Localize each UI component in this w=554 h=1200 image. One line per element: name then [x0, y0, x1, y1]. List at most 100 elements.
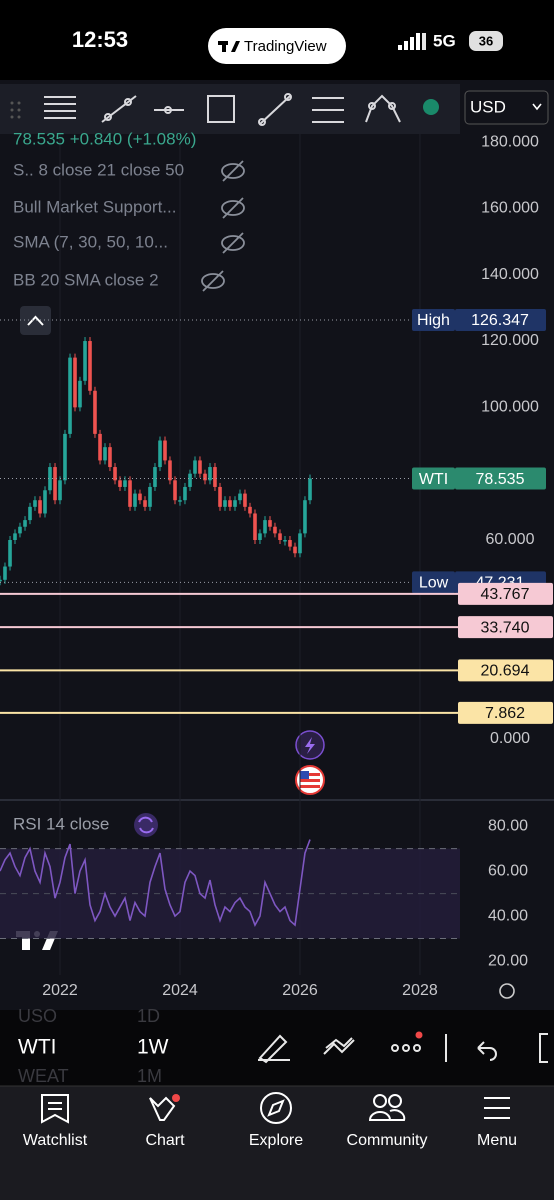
- time-axis: [0, 975, 460, 1010]
- eye: [221, 200, 245, 216]
- flag-stripe: [300, 773, 320, 776]
- bottom-nav: [0, 1086, 554, 1200]
- candle: [148, 486, 152, 507]
- candle: [83, 341, 87, 381]
- y-tick-label: 100.000: [481, 399, 539, 416]
- x-tick-label: 2028: [402, 982, 438, 999]
- interval: 1W: [137, 1036, 169, 1059]
- interval: 1M: [137, 1066, 162, 1086]
- lightning: [305, 737, 315, 754]
- eye: [201, 273, 225, 289]
- symbol: USO: [18, 1006, 57, 1026]
- candle: [78, 380, 82, 408]
- candle: [133, 493, 137, 507]
- flag-stripe: [300, 779, 320, 782]
- slash: [202, 270, 224, 292]
- hide-icon: [221, 197, 245, 219]
- y-tick-label: 120.000: [481, 332, 539, 349]
- rsi-line: [0, 839, 311, 927]
- level-value: 43.767: [481, 586, 530, 603]
- candle: [103, 447, 107, 461]
- chart-alert-dot: [172, 1094, 180, 1102]
- candle: [73, 357, 77, 408]
- settings-icon[interactable]: [499, 983, 515, 999]
- plots: 2022 2024 2026 2028 180.000 160.000 140.000 120…: [0, 133, 553, 999]
- candle: [58, 480, 62, 501]
- candle: [263, 520, 267, 534]
- dropdown-arrow: [532, 103, 542, 111]
- candle: [253, 513, 257, 541]
- tv-logo-part: [222, 41, 226, 52]
- level-value: 7.862: [485, 705, 525, 722]
- candle: [183, 486, 187, 501]
- candle: [118, 480, 122, 487]
- candle: [278, 533, 282, 541]
- candle: [168, 460, 172, 481]
- candle: [23, 520, 27, 527]
- y-tick-label: 160.000: [481, 200, 539, 217]
- hide-icon: [221, 232, 245, 254]
- candle: [293, 546, 297, 554]
- candle: [248, 506, 252, 514]
- candle: [208, 467, 212, 481]
- nav-label[interactable]: Explore: [249, 1132, 303, 1149]
- legend-item: BB 20 SMA close 2: [13, 270, 159, 289]
- candle: [0, 579, 2, 582]
- candle: [138, 493, 142, 501]
- x-tick-label: 2026: [282, 982, 318, 999]
- symbol: WEAT: [18, 1066, 69, 1086]
- candle: [283, 540, 287, 542]
- nav-label[interactable]: Menu: [477, 1132, 517, 1149]
- candle: [203, 473, 207, 481]
- candle: [3, 566, 7, 580]
- candle: [193, 460, 197, 474]
- y-tick-label: 180.000: [481, 133, 539, 150]
- candle: [218, 486, 222, 507]
- candle: [128, 480, 132, 507]
- symbol-list: USO 1D WTI 1W WEAT 1M: [18, 1006, 169, 1086]
- level-name-box: [412, 571, 455, 594]
- rsi-tick-label: 60.00: [488, 862, 528, 879]
- level-value: 126.347: [471, 312, 529, 329]
- rsi-tick-label: 20.00: [488, 952, 528, 969]
- candle: [93, 390, 97, 434]
- nav-label[interactable]: Community: [347, 1132, 428, 1149]
- candle: [113, 467, 117, 481]
- level-value: 20.694: [481, 663, 530, 680]
- candle: [48, 467, 52, 491]
- level-name-box: [412, 467, 455, 490]
- candle: [158, 440, 162, 468]
- time: 12:53: [72, 27, 128, 52]
- level-value-box: [458, 582, 553, 605]
- rsi-settings[interactable]: [134, 813, 158, 837]
- candle: [228, 500, 232, 507]
- symbol: WTI: [18, 1036, 56, 1059]
- candle: [53, 467, 57, 501]
- candle: [143, 500, 147, 507]
- candle: [18, 526, 22, 534]
- candle: [238, 493, 242, 501]
- legend-item: Bull Market Support...: [13, 197, 176, 216]
- legend-item: 78.535 +0.840 (+1.08%): [13, 129, 196, 148]
- drawing-toolbar: [0, 84, 460, 134]
- nav-icons: [41, 1092, 510, 1124]
- x-tick-label: 2024: [162, 982, 198, 999]
- candle: [153, 467, 157, 487]
- legend-item: S.. 8 close 21 close 50: [13, 160, 184, 179]
- candle: [123, 480, 127, 487]
- nav-label[interactable]: Watchlist: [23, 1132, 88, 1149]
- collapse-button[interactable]: [20, 306, 51, 335]
- eye: [221, 235, 245, 251]
- level-value-box: [455, 467, 546, 490]
- level-value: 78.535: [476, 471, 525, 488]
- battery: [469, 31, 503, 51]
- nav-label[interactable]: Chart: [145, 1132, 185, 1149]
- level-name: Low: [419, 575, 449, 592]
- app-name: TradingView: [244, 38, 327, 55]
- candle: [33, 500, 37, 507]
- candle: [223, 500, 227, 507]
- rsi-tick-label: 80.00: [488, 817, 528, 834]
- candle: [38, 500, 42, 514]
- currency-select[interactable]: [464, 90, 549, 125]
